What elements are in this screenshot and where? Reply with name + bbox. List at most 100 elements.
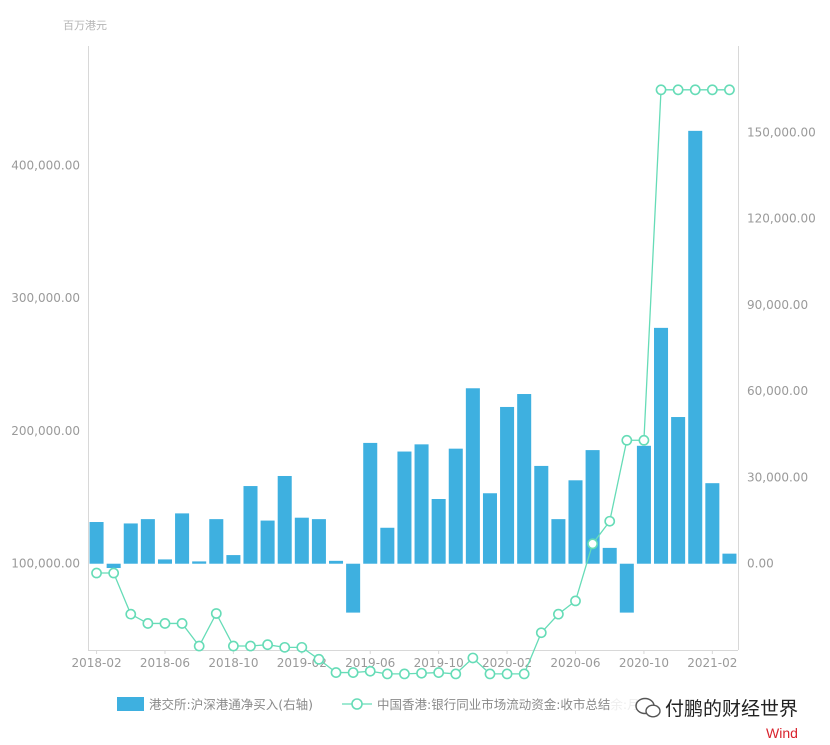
bar [311, 519, 326, 564]
bar [619, 563, 634, 613]
watermark-text: 付鹏的财经世界 [665, 698, 798, 720]
bar [517, 394, 532, 564]
bar [175, 513, 190, 564]
bar [414, 444, 429, 564]
left-axis-unit: 百万港元 [63, 19, 107, 32]
x-tick-label: 2020-02 [482, 656, 532, 670]
bar [397, 451, 412, 564]
line-point [347, 667, 359, 678]
series-line [96, 89, 730, 675]
line-point [638, 434, 650, 446]
right-tick-label: 150,000.00 [747, 125, 816, 139]
line-point [655, 84, 667, 96]
line-point [210, 608, 222, 619]
line-point [535, 627, 547, 639]
x-tick-label: 2021-02 [687, 656, 737, 670]
watermark-backdrop [610, 690, 805, 720]
right-tick-label: 120,000.00 [747, 212, 816, 226]
bar [157, 559, 172, 564]
bar [722, 553, 737, 564]
line-point [125, 608, 137, 620]
line-point [604, 515, 616, 527]
left-axis-ticks: 100,000.00 200,000.00 300,000.00 400,000.00 [11, 158, 80, 570]
bar [380, 527, 395, 564]
bar [534, 465, 549, 564]
line-point [450, 668, 462, 680]
bar [568, 480, 583, 564]
bar [209, 519, 224, 564]
bar [705, 483, 720, 564]
right-tick-label: 30,000.00 [747, 470, 808, 484]
legend-line-label: 中国香港:银行同业市场流动资金:收市总结余:月 [377, 697, 640, 712]
line-point [245, 640, 256, 652]
line-point [176, 618, 188, 629]
bar-series [89, 130, 737, 613]
bar [123, 523, 138, 564]
line-point [262, 639, 274, 651]
bar [585, 450, 600, 564]
line-point [91, 567, 102, 579]
left-tick-label: 300,000.00 [11, 291, 80, 305]
line-point [313, 653, 325, 665]
wechat-icon [635, 697, 661, 718]
bar [106, 563, 121, 569]
bar [243, 486, 258, 564]
line-point [552, 608, 564, 620]
x-tick-label: 2020-10 [619, 656, 669, 670]
bar [671, 417, 686, 564]
legend-bar-label: 港交所:沪深港通净买入(右轴) [149, 697, 313, 712]
bar [89, 522, 104, 564]
bar [465, 388, 480, 564]
line-point [330, 667, 342, 678]
bar [636, 445, 651, 564]
line-point [724, 84, 735, 96]
line-point [689, 84, 701, 96]
bar [500, 406, 515, 564]
left-tick-label: 400,000.00 [11, 158, 80, 172]
bar [140, 519, 155, 564]
x-tick-label: 2020-06 [550, 656, 600, 670]
right-tick-label: 60,000.00 [747, 384, 808, 398]
left-tick-label: 100,000.00 [11, 557, 80, 571]
line-point [570, 595, 581, 607]
line-point [381, 668, 393, 680]
x-tick-label: 2018-02 [71, 656, 121, 670]
line-point [364, 665, 376, 677]
bar [346, 563, 361, 613]
bar [551, 519, 566, 564]
line-point [142, 618, 154, 629]
bar [192, 561, 207, 564]
line-point [433, 667, 445, 678]
bar [260, 520, 275, 564]
line-point [193, 640, 205, 652]
line-point [227, 640, 239, 652]
x-tick-label: 2019-06 [345, 656, 395, 670]
line-point [279, 641, 291, 653]
line-point [518, 668, 530, 680]
left-tick-label: 200,000.00 [11, 424, 80, 438]
line-point [399, 668, 410, 680]
bar [602, 547, 617, 564]
source-label: Wind [766, 725, 798, 741]
bar [329, 560, 344, 564]
bar [363, 442, 378, 564]
bar [448, 448, 463, 564]
line-series [91, 84, 735, 680]
line-point [296, 641, 308, 653]
right-axis-ticks: 0.00 30,000.00 60,000.00 90,000.00 120,000.0… [747, 125, 816, 570]
bar [688, 130, 703, 564]
line-point [706, 84, 718, 96]
line-point [587, 538, 599, 550]
line-point [621, 434, 633, 446]
right-tick-label: 0.00 [747, 557, 774, 571]
line-point [672, 84, 684, 96]
line-point [416, 667, 427, 679]
bar [654, 327, 669, 564]
line-point [501, 668, 513, 680]
bar [226, 555, 241, 564]
bar [277, 475, 292, 564]
line-point [484, 668, 496, 680]
line-point [108, 567, 120, 579]
line-point [159, 618, 171, 629]
